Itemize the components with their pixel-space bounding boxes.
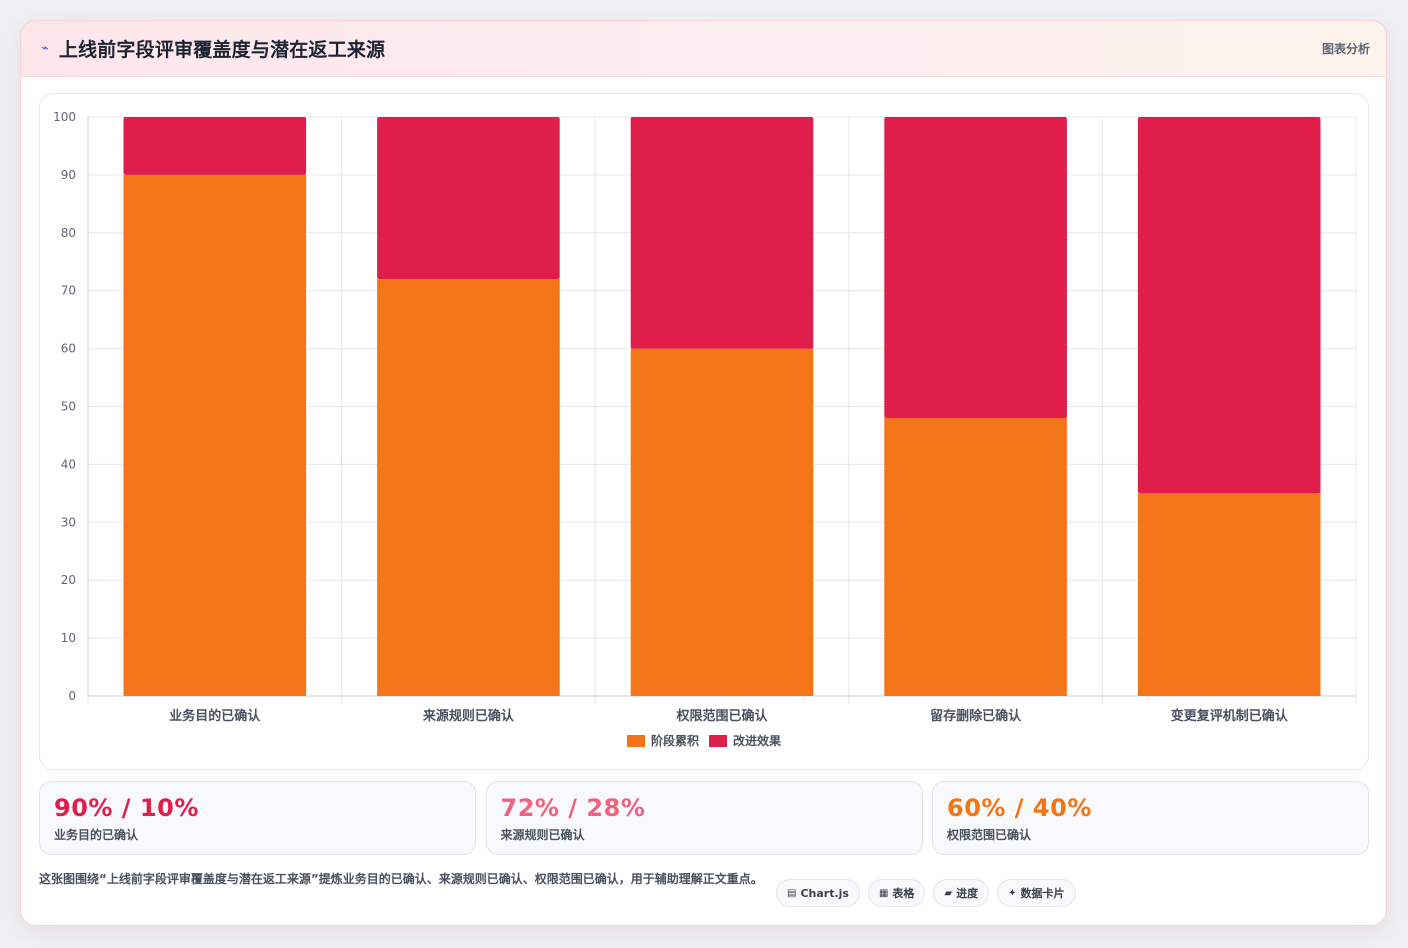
bar-stage xyxy=(377,279,560,696)
stat-card: 60% / 40% 权限范围已确认 xyxy=(932,781,1369,855)
chip-table[interactable]: ▦ 表格 xyxy=(867,879,926,907)
y-tick-label: 30 xyxy=(61,515,76,529)
y-tick-label: 70 xyxy=(61,284,76,298)
chip-label: 数据卡片 xyxy=(1020,887,1065,900)
bar-stage xyxy=(630,348,814,696)
chip-label: Chart.js xyxy=(800,886,849,900)
stat-value: 60% / 40% xyxy=(947,794,1092,822)
stat-card: 72% / 28% 来源规则已确认 xyxy=(485,781,923,855)
chart-icon: ▤ xyxy=(787,887,797,899)
chip-chart[interactable]: ▤ Chart.js xyxy=(776,879,860,907)
bar-improve xyxy=(630,117,814,349)
y-tick-label: 10 xyxy=(61,631,76,645)
stat-label: 权限范围已确认 xyxy=(947,828,1032,842)
footer-description: 这张图围绕“上线前字段评审覆盖度与潜在返工来源”提炼业务目的已确认、来源规则已确… xyxy=(39,872,763,886)
stat-value: 90% / 10% xyxy=(54,794,199,822)
bar-improve xyxy=(377,117,560,280)
chip-sparkle[interactable]: ✦ 数据卡片 xyxy=(997,879,1076,907)
tag-chips: ▤ Chart.js ▦ 表格 ▰ 进度 ✦ 数据卡片 xyxy=(776,879,1084,907)
stat-cards: 90% / 10% 业务目的已确认 72% / 28% 来源规则已确认 60% / 40… xyxy=(39,781,1369,855)
stat-label: 来源规则已确认 xyxy=(500,828,585,842)
chip-label: 表格 xyxy=(892,887,915,900)
bar-improve xyxy=(123,117,307,175)
legend-label: 阶段累积 xyxy=(651,733,699,748)
stat-label: 业务目的已确认 xyxy=(54,828,139,842)
card-header: ⌁ 上线前字段评审覆盖度与潜在返工来源 图表分析 xyxy=(21,21,1386,77)
y-tick-label: 20 xyxy=(61,573,76,587)
legend-label: 改进效果 xyxy=(733,733,781,748)
bar-stage xyxy=(123,174,307,696)
y-tick-label: 0 xyxy=(68,689,76,703)
y-tick-label: 80 xyxy=(61,226,76,240)
bar-stage xyxy=(884,418,1067,696)
x-tick-label: 业务目的已确认 xyxy=(169,708,261,724)
footer: 这张图围绕“上线前字段评审覆盖度与潜在返工来源”提炼业务目的已确认、来源规则已确… xyxy=(39,867,1369,917)
y-tick-label: 50 xyxy=(61,400,76,414)
stat-value: 72% / 28% xyxy=(500,794,646,822)
legend-swatch xyxy=(627,735,645,747)
chart-card: ⌁ 上线前字段评审覆盖度与潜在返工来源 图表分析 0 10 20 30 40 50 60 70… xyxy=(20,20,1387,926)
y-tick-label: 40 xyxy=(61,457,76,471)
x-tick-label: 权限范围已确认 xyxy=(675,708,768,724)
bar-improve xyxy=(1137,117,1321,494)
y-tick-label: 90 xyxy=(61,168,76,182)
y-tick-label: 60 xyxy=(61,342,76,356)
chip-label: 进度 xyxy=(956,887,979,900)
x-tick-label: 来源规则已确认 xyxy=(422,708,515,724)
header-tag: 图表分析 xyxy=(1321,42,1370,56)
chart-container: 0 10 20 30 40 50 60 70 80 90 100 业务目的已确认 来源规则已确认 权限范围… xyxy=(39,93,1369,770)
legend-swatch xyxy=(709,735,727,747)
page-title: 上线前字段评审覆盖度与潜在返工来源 xyxy=(58,39,386,61)
stat-card: 90% / 10% 业务目的已确认 xyxy=(39,781,476,855)
table-icon: ▦ xyxy=(878,887,889,899)
sparkle-icon: ✦ xyxy=(1008,887,1017,899)
chip-progress[interactable]: ▰ 进度 xyxy=(933,879,990,907)
x-tick-label: 留存删除已确认 xyxy=(930,708,1022,724)
progress-icon: ▰ xyxy=(944,887,953,899)
stacked-bar-chart: 0 10 20 30 40 50 60 70 80 90 100 业务目的已确认 来源规则已确认 权限范围… xyxy=(53,110,1357,748)
bar-improve xyxy=(884,117,1067,419)
x-tick-label: 变更复评机制已确认 xyxy=(1171,708,1289,724)
y-tick-label: 100 xyxy=(53,110,76,124)
zap-icon: ⌁ xyxy=(41,41,49,56)
bar-stage xyxy=(1137,493,1321,696)
